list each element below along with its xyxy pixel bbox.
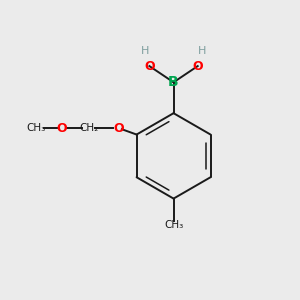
- Text: H: H: [198, 46, 206, 56]
- Text: CH₃: CH₃: [164, 220, 183, 230]
- Text: O: O: [113, 122, 124, 135]
- Text: CH₃: CH₃: [26, 123, 46, 133]
- Text: CH₂: CH₂: [79, 123, 98, 133]
- Text: O: O: [56, 122, 67, 135]
- Text: O: O: [192, 60, 203, 73]
- Text: B: B: [168, 75, 179, 89]
- Text: O: O: [144, 60, 155, 73]
- Text: H: H: [141, 46, 149, 56]
